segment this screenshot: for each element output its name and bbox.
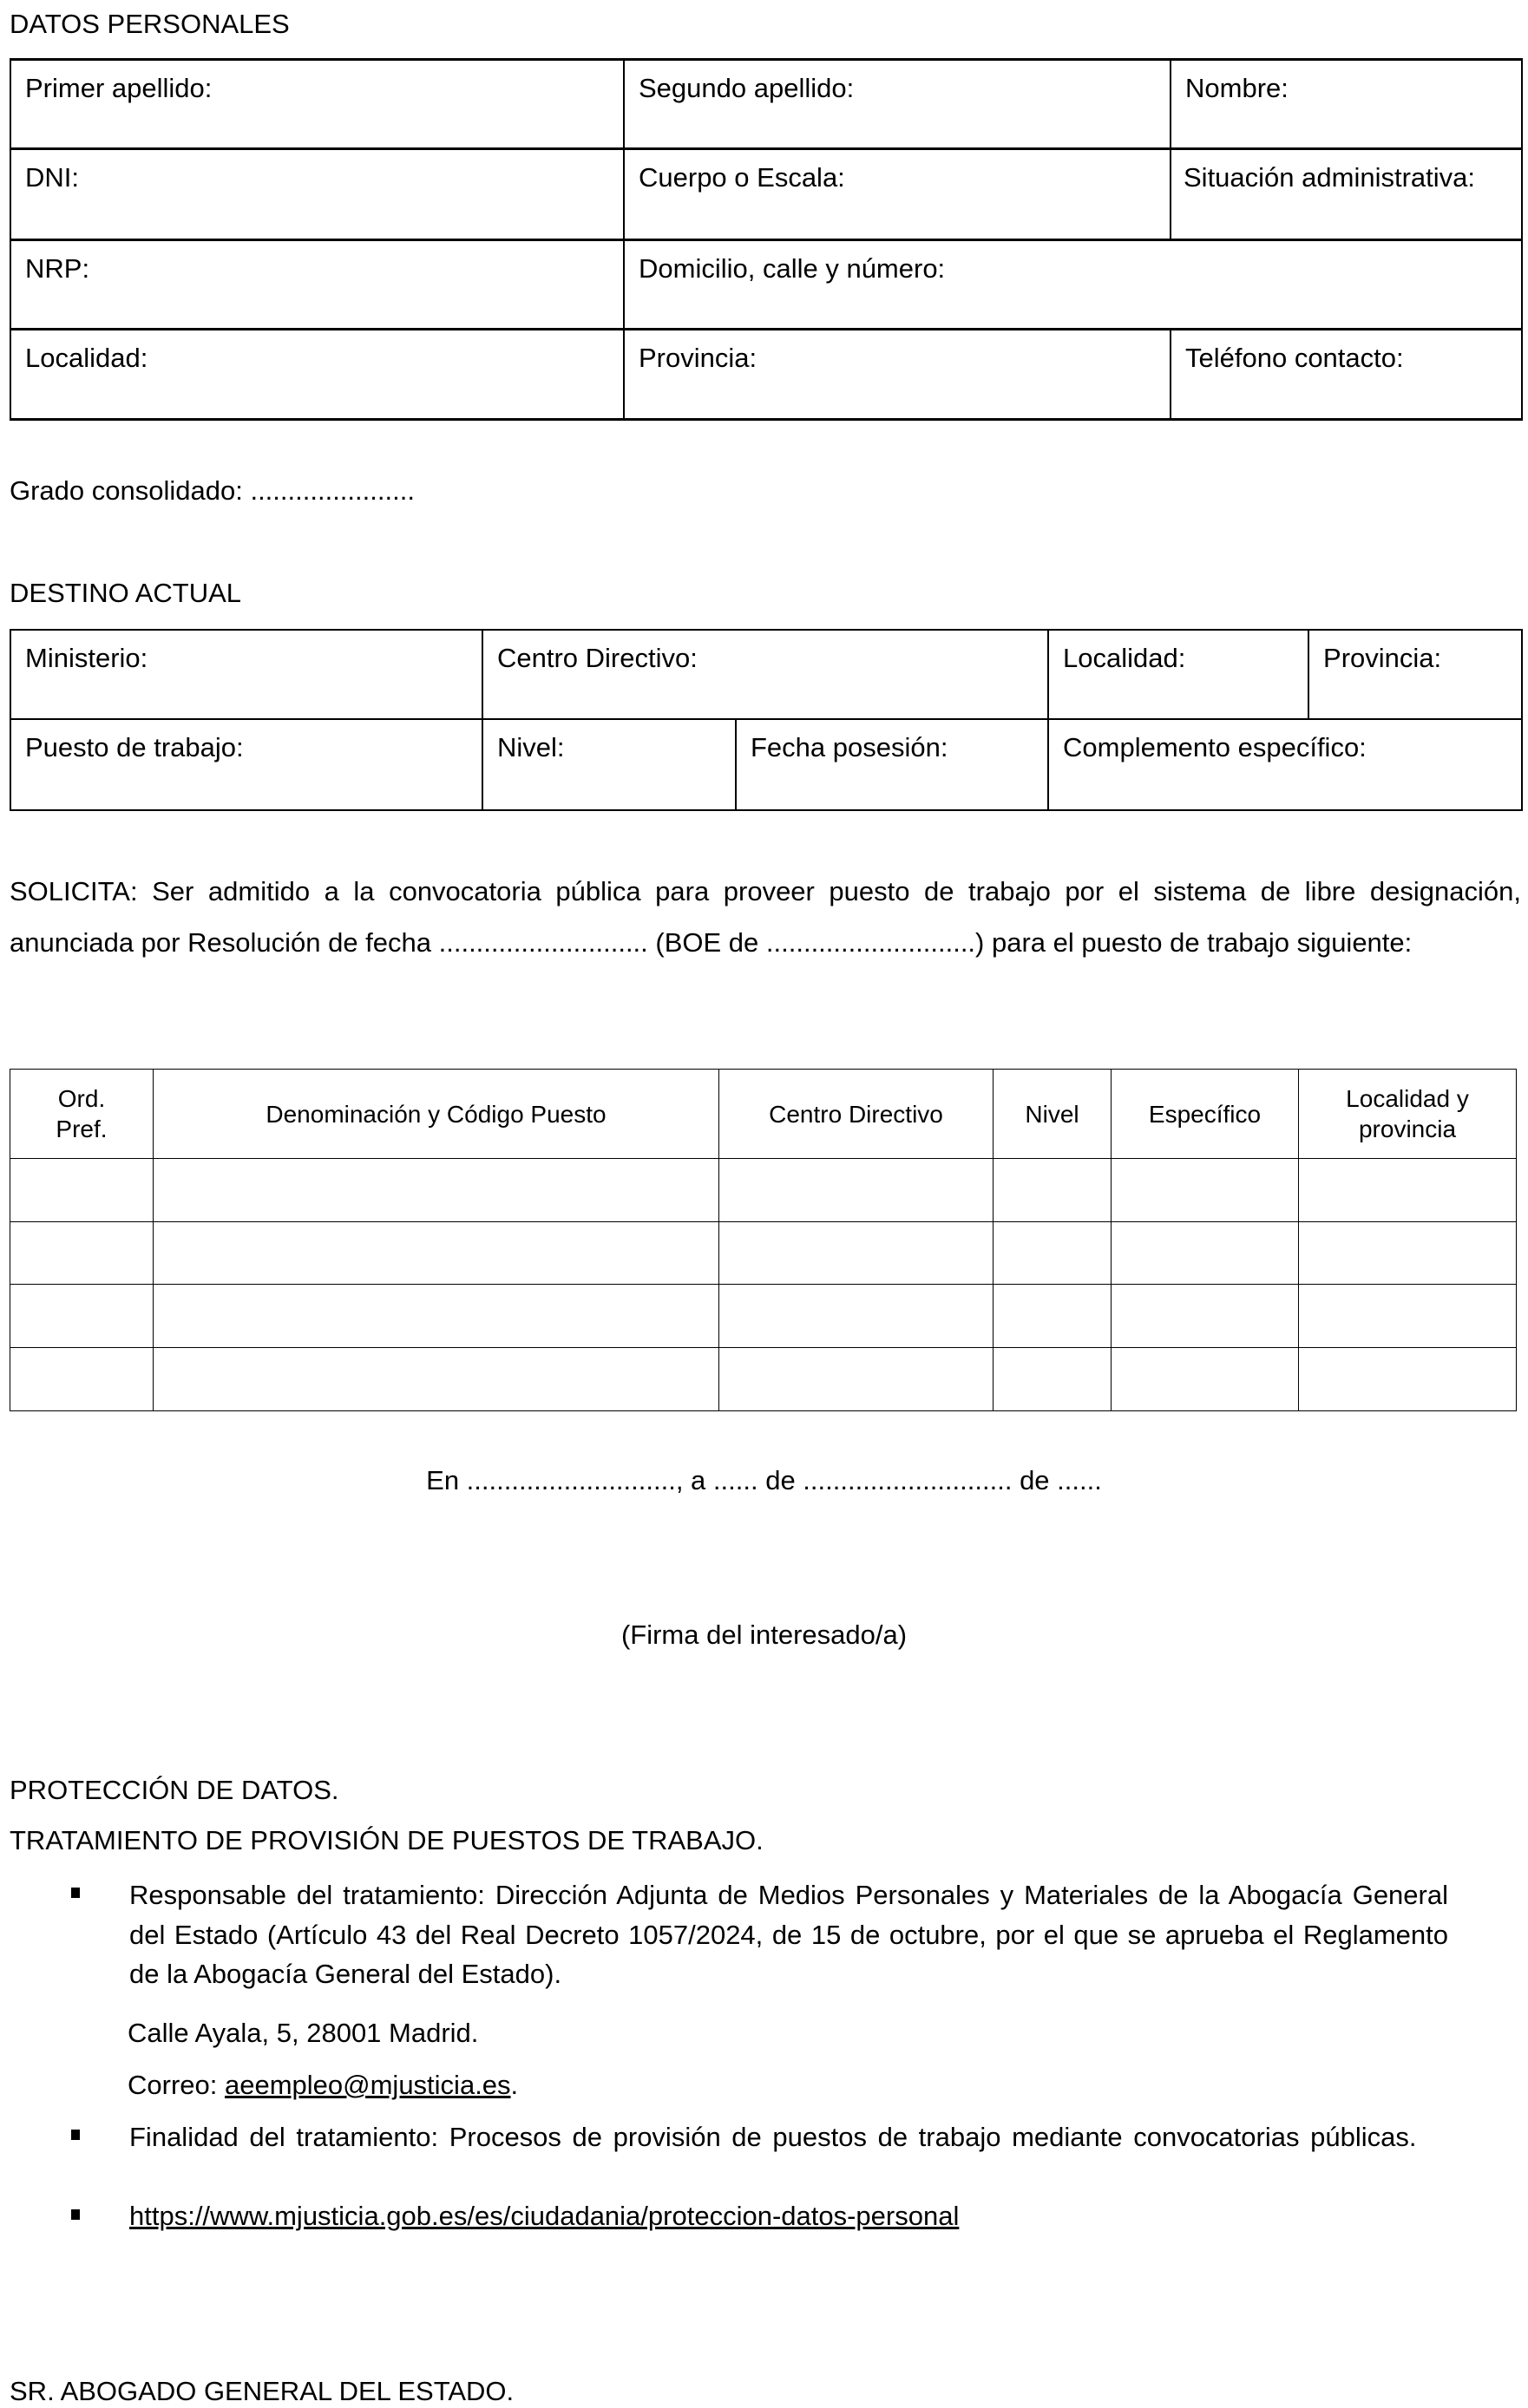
firma-label: (Firma del interesado/a) xyxy=(620,1620,908,1650)
field-nombre[interactable]: Nombre: xyxy=(1170,58,1523,150)
proteccion-heading: PROTECCIÓN DE DATOS. xyxy=(10,1775,339,1805)
destinatario: SR. ABOGADO GENERAL DEL ESTADO. xyxy=(10,2376,515,2406)
table-cell[interactable] xyxy=(1111,1221,1299,1285)
destino-actual-table: Ministerio: Centro Directivo: Localidad: Pr… xyxy=(10,629,1524,811)
table-cell[interactable] xyxy=(10,1284,154,1348)
correo-label: Correo: xyxy=(128,2070,225,2100)
field-primer-apellido[interactable]: Primer apellido: xyxy=(10,58,625,150)
finalidad-item: Finalidad del tratamiento: Procesos de p… xyxy=(129,2122,1417,2152)
table-cell[interactable] xyxy=(993,1284,1112,1348)
field-telefono[interactable]: Teléfono contacto: xyxy=(1170,328,1523,421)
table-row xyxy=(10,1347,1517,1411)
field-localidad-destino[interactable]: Localidad: xyxy=(1047,629,1310,720)
table-cell[interactable] xyxy=(10,1347,154,1411)
table-row xyxy=(10,1221,1517,1285)
direccion: Calle Ayala, 5, 28001 Madrid. xyxy=(128,2018,479,2048)
table-cell[interactable] xyxy=(1298,1221,1517,1285)
table-cell[interactable] xyxy=(993,1158,1112,1222)
proteccion-datos-link[interactable]: https://www.mjusticia.gob.es/es/ciudadan… xyxy=(129,2201,960,2231)
field-complemento-especifico[interactable]: Complemento específico: xyxy=(1047,718,1524,811)
section-heading-destino-actual: DESTINO ACTUAL xyxy=(10,578,241,608)
correo-link[interactable]: aeempleo@mjusticia.es xyxy=(224,2070,511,2100)
solicita-paragraph: SOLICITA: Ser admitido a la convocatoria… xyxy=(10,876,1521,958)
datos-personales-table: Primer apellido: Segundo apellido: Nombre:… xyxy=(10,58,1523,421)
bullet-icon xyxy=(71,1888,80,1898)
table-row xyxy=(10,1284,1517,1348)
field-nivel[interactable]: Nivel: xyxy=(482,718,737,811)
field-situacion-administrativa[interactable]: Situación administrativa: xyxy=(1170,147,1523,241)
table-cell[interactable] xyxy=(10,1158,154,1222)
field-nrp[interactable]: NRP: xyxy=(10,239,625,330)
table-row xyxy=(10,1158,1517,1222)
header-ord-pref: Ord. Pref. xyxy=(10,1069,154,1159)
tratamiento-heading: TRATAMIENTO DE PROVISIÓN DE PUESTOS DE T… xyxy=(10,1825,764,1855)
header-centro-directivo: Centro Directivo xyxy=(718,1069,994,1159)
header-nivel: Nivel xyxy=(993,1069,1112,1159)
header-denominacion: Denominación y Código Puesto xyxy=(153,1069,719,1159)
field-cuerpo-escala[interactable]: Cuerpo o Escala: xyxy=(623,147,1171,241)
lugar-fecha: En ............................, a .....… xyxy=(426,1465,1102,1495)
table-cell[interactable] xyxy=(718,1158,994,1222)
table-cell[interactable] xyxy=(1111,1284,1299,1348)
table-cell[interactable] xyxy=(993,1347,1112,1411)
table-cell[interactable] xyxy=(153,1284,719,1348)
table-cell[interactable] xyxy=(1111,1158,1299,1222)
correo-end: . xyxy=(510,2070,519,2100)
table-cell[interactable] xyxy=(153,1221,719,1285)
field-centro-directivo[interactable]: Centro Directivo: xyxy=(481,629,1050,720)
table-cell[interactable] xyxy=(1298,1158,1517,1222)
correo-line: Correo: aeempleo@mjusticia.es. xyxy=(128,2071,518,2098)
section-heading-datos-personales: DATOS PERSONALES xyxy=(10,9,290,39)
field-puesto-trabajo[interactable]: Puesto de trabajo: xyxy=(10,718,483,811)
field-segundo-apellido[interactable]: Segundo apellido: xyxy=(623,58,1171,150)
field-provincia[interactable]: Provincia: xyxy=(623,328,1171,421)
field-dni[interactable]: DNI: xyxy=(10,147,625,241)
table-cell[interactable] xyxy=(718,1284,994,1348)
bullet-icon xyxy=(71,2209,80,2220)
puestos-table: Ord. Pref. Denominación y Código Puesto … xyxy=(10,1069,1517,1411)
table-cell[interactable] xyxy=(1111,1347,1299,1411)
table-cell[interactable] xyxy=(10,1221,154,1285)
bullet-icon xyxy=(71,2130,80,2140)
table-cell[interactable] xyxy=(718,1347,994,1411)
table-cell[interactable] xyxy=(1298,1284,1517,1348)
header-especifico: Específico xyxy=(1111,1069,1299,1159)
header-localidad-provincia: Localidad y provincia xyxy=(1298,1069,1517,1159)
field-fecha-posesion[interactable]: Fecha posesión: xyxy=(734,718,1050,811)
table-cell[interactable] xyxy=(718,1221,994,1285)
table-cell[interactable] xyxy=(993,1221,1112,1285)
field-domicilio[interactable]: Domicilio, calle y número: xyxy=(623,239,1523,330)
table-cell[interactable] xyxy=(153,1158,719,1222)
field-ministerio[interactable]: Ministerio: xyxy=(10,629,483,720)
responsable-item: Responsable del tratamiento: Dirección A… xyxy=(129,1880,1448,1989)
field-localidad[interactable]: Localidad: xyxy=(10,328,625,421)
grado-consolidado: Grado consolidado: .....................… xyxy=(10,475,415,506)
table-cell[interactable] xyxy=(153,1347,719,1411)
field-provincia-destino[interactable]: Provincia: xyxy=(1308,629,1524,720)
table-cell[interactable] xyxy=(1298,1347,1517,1411)
